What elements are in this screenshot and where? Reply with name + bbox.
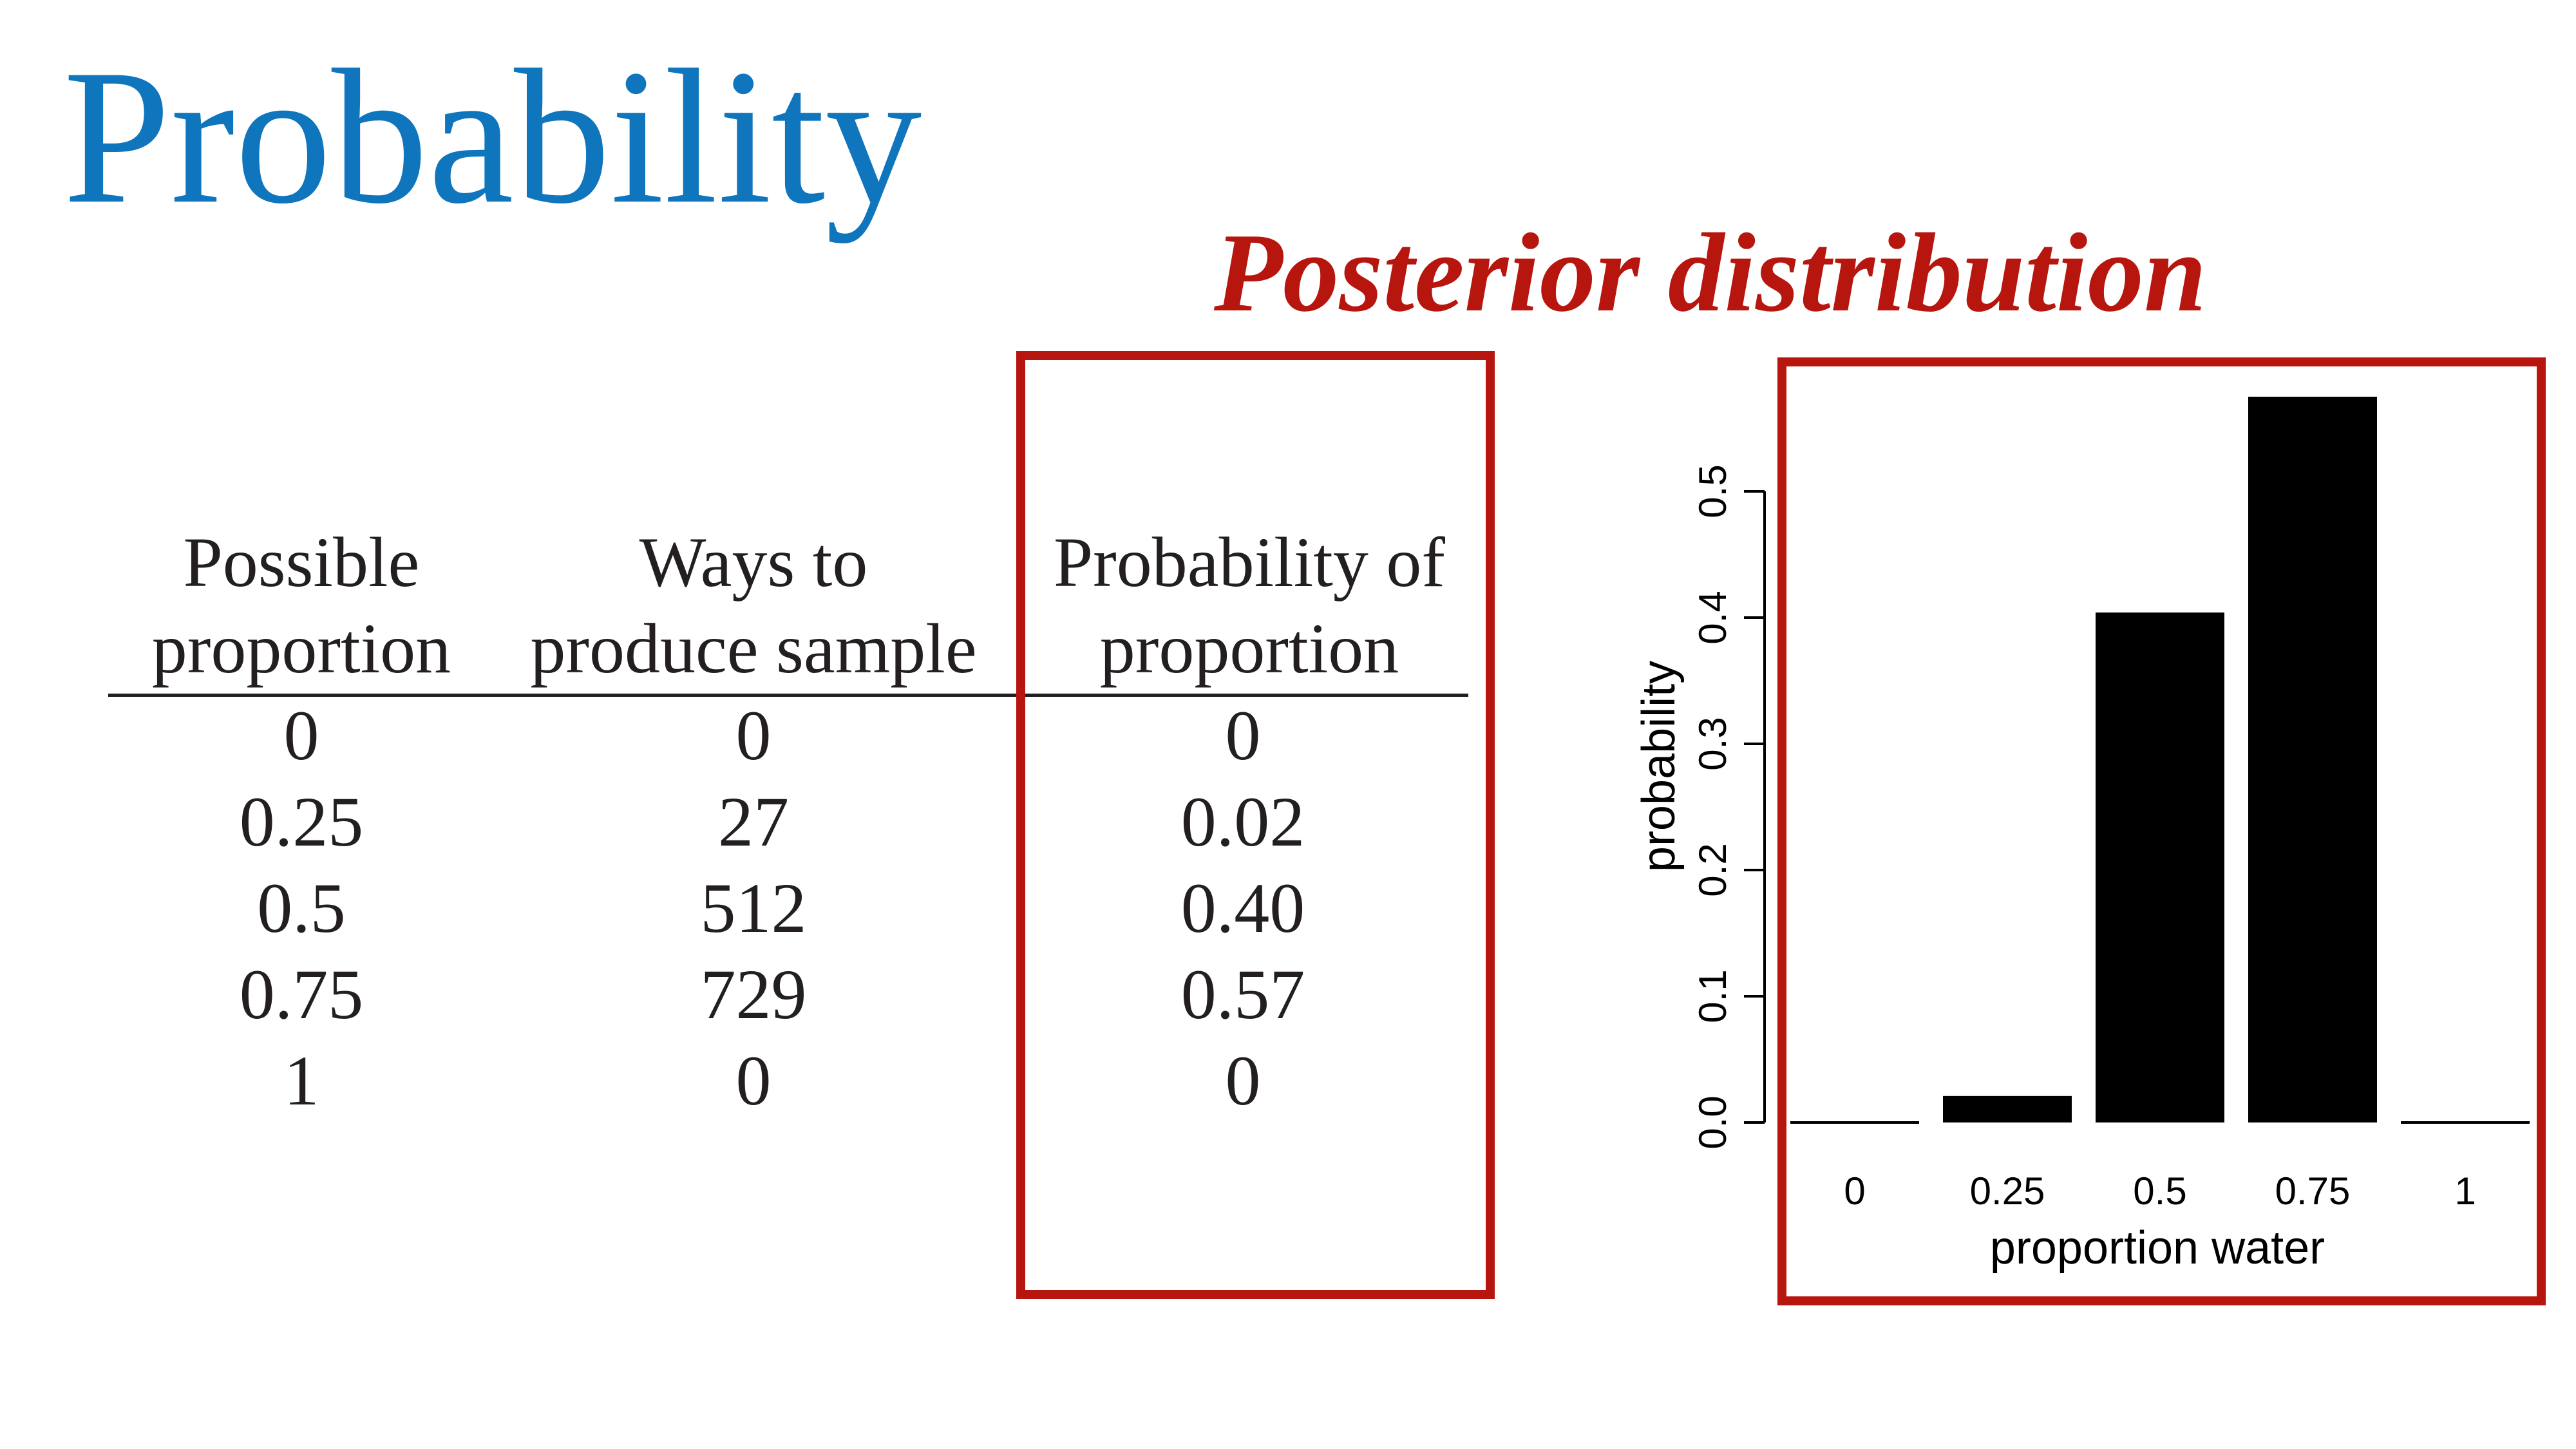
table-cell: 1 xyxy=(283,1041,319,1120)
table-cell: 512 xyxy=(700,869,807,947)
table-header-rule xyxy=(108,694,1468,697)
y-axis: 0.0 0.1 0.2 0.3 0.4 0.5 xyxy=(1691,464,1766,1150)
table-cell: 0 xyxy=(1225,1041,1261,1120)
y-tick-label: 0.5 xyxy=(1691,464,1734,518)
y-tick-label: 0.0 xyxy=(1691,1095,1734,1149)
table-cell: 0 xyxy=(283,696,319,775)
posterior-bar-chart: 0.0 0.1 0.2 0.3 0.4 0.5 0 0.25 0.5 0.75 1 proport… xyxy=(1633,397,2530,1274)
chart-highlight xyxy=(1777,357,2546,1305)
table-cell: 0.25 xyxy=(239,782,364,861)
bar xyxy=(1943,1095,2072,1122)
table-cell: 27 xyxy=(718,782,789,861)
table-cell: 729 xyxy=(700,955,807,1034)
x-tick-label: 0.25 xyxy=(1970,1170,2045,1213)
posterior-heading: Posterior distribution xyxy=(1214,210,2207,335)
bar xyxy=(2096,612,2224,1122)
x-tick-label: 0 xyxy=(1844,1170,1865,1213)
table-cell: 0.40 xyxy=(1180,869,1305,947)
y-tick-label: 0.1 xyxy=(1691,969,1734,1023)
table-cell: 0.75 xyxy=(239,955,364,1034)
table-cell: 0.02 xyxy=(1180,782,1305,861)
y-tick-label: 0.2 xyxy=(1691,843,1734,896)
header-line: Probability of xyxy=(1053,523,1445,601)
header-line: proportion xyxy=(1099,609,1399,688)
table-cell: 0 xyxy=(735,696,772,775)
bar xyxy=(2248,397,2377,1122)
header-line: Possible xyxy=(183,523,420,601)
table-cell: 0 xyxy=(1225,696,1261,775)
header-possible-proportion: Possible proportion xyxy=(108,519,495,692)
y-tick-label: 0.3 xyxy=(1691,717,1734,770)
header-probability-of-proportion: Probability of proportion xyxy=(1037,519,1462,692)
x-axis-label: proportion water xyxy=(1990,1222,2325,1274)
table-cell: 0 xyxy=(735,1041,772,1120)
table-cell: 0.57 xyxy=(1180,955,1305,1034)
table-cell: 0.5 xyxy=(257,869,346,947)
x-tick-label: 1 xyxy=(2454,1170,2476,1213)
bars xyxy=(1790,397,2530,1124)
y-tick-label: 0.4 xyxy=(1691,591,1734,644)
x-axis-ticks: 0 0.25 0.5 0.75 1 xyxy=(1844,1170,2476,1213)
y-axis-label: probability xyxy=(1633,661,1685,872)
x-tick-label: 0.75 xyxy=(2275,1170,2351,1213)
probability-column-highlight xyxy=(1016,351,1495,1299)
header-line: Ways to xyxy=(639,523,868,601)
header-ways-to-produce: Ways to produce sample xyxy=(515,519,992,692)
header-line: proportion xyxy=(151,609,451,688)
header-line: produce sample xyxy=(530,609,977,688)
x-tick-label: 0.5 xyxy=(2133,1170,2186,1213)
slide-title: Probability xyxy=(63,30,922,243)
